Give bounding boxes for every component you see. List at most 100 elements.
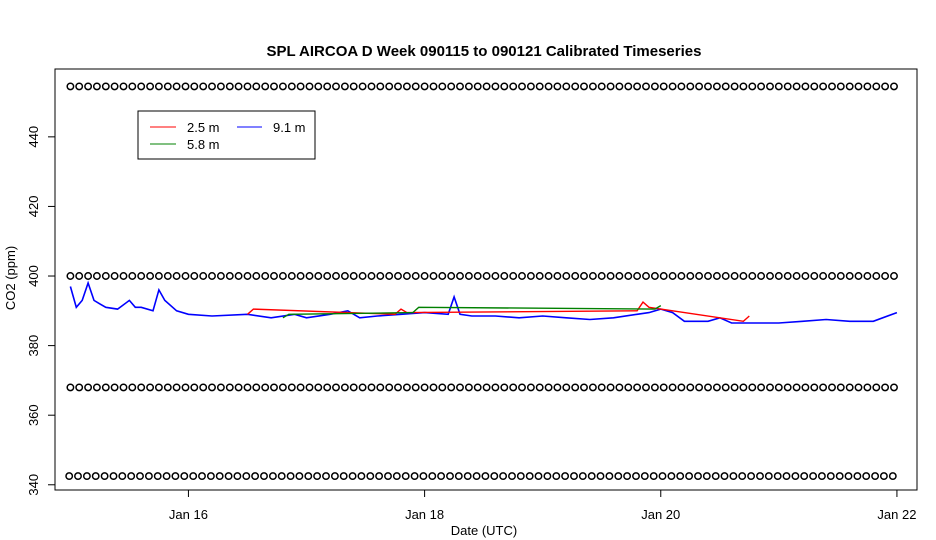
reference-marker-row2-12 xyxy=(172,383,181,392)
reference-marker-row3-88 xyxy=(844,472,853,481)
reference-marker-row2-58 xyxy=(580,383,588,392)
reference-marker-row2-14 xyxy=(190,383,199,392)
reference-marker-row0-65 xyxy=(642,82,650,91)
reference-marker-row2-39 xyxy=(411,383,420,392)
reference-marker-row0-4 xyxy=(101,82,110,91)
reference-marker-row0-68 xyxy=(668,82,677,91)
reference-marker-row0-84 xyxy=(810,82,819,91)
reference-marker-row0-47 xyxy=(482,82,491,91)
reference-marker-row2-0 xyxy=(66,383,75,392)
reference-marker-row1-88 xyxy=(845,272,854,280)
reference-marker-row3-6 xyxy=(118,472,127,481)
reference-marker-row2-83 xyxy=(801,383,810,392)
reference-marker-row3-2 xyxy=(82,472,91,481)
y-axis-label: CO2 (ppm) xyxy=(3,246,18,310)
reference-marker-row0-2 xyxy=(84,82,93,91)
reference-marker-row0-76 xyxy=(739,82,748,91)
reference-marker-row3-82 xyxy=(791,472,800,481)
reference-marker-row3-66 xyxy=(649,472,658,481)
reference-marker-row1-92 xyxy=(881,272,890,280)
reference-marker-row1-1 xyxy=(75,272,84,280)
reference-marker-row2-91 xyxy=(872,383,881,392)
reference-marker-row0-91 xyxy=(872,82,881,91)
reference-marker-row1-2 xyxy=(84,272,93,280)
reference-marker-row1-75 xyxy=(730,272,739,280)
reference-marker-row2-65 xyxy=(642,383,650,392)
reference-marker-row0-85 xyxy=(819,82,828,91)
reference-marker-row3-87 xyxy=(835,472,844,481)
reference-marker-row1-55 xyxy=(553,272,562,280)
reference-marker-row2-7 xyxy=(128,383,137,392)
reference-marker-row3-33 xyxy=(357,472,366,481)
reference-marker-row0-28 xyxy=(314,82,323,91)
reference-marker-row1-45 xyxy=(464,272,473,280)
reference-marker-row3-52 xyxy=(525,472,534,481)
reference-marker-row1-77 xyxy=(748,272,757,280)
reference-marker-row3-12 xyxy=(171,472,180,481)
legend-box xyxy=(137,110,316,160)
reference-marker-row1-9 xyxy=(146,272,155,280)
reference-marker-row0-37 xyxy=(394,82,402,91)
x-tick-label-1: Jan 18 xyxy=(405,507,444,522)
reference-marker-row0-93 xyxy=(890,82,898,91)
reference-marker-row2-48 xyxy=(491,383,500,392)
reference-marker-row2-92 xyxy=(881,383,890,392)
reference-marker-row1-21 xyxy=(252,272,261,280)
reference-marker-row2-80 xyxy=(774,383,783,392)
reference-marker-row3-23 xyxy=(268,472,277,481)
reference-marker-row1-33 xyxy=(358,272,367,280)
reference-marker-row1-24 xyxy=(278,272,287,280)
reference-marker-row3-17 xyxy=(215,472,224,481)
reference-marker-row1-23 xyxy=(270,272,278,280)
reference-marker-row2-22 xyxy=(261,383,270,392)
reference-marker-row2-36 xyxy=(385,383,394,392)
reference-marker-row0-58 xyxy=(580,82,588,91)
reference-marker-row3-11 xyxy=(162,472,171,481)
reference-marker-row1-26 xyxy=(296,272,305,280)
reference-marker-row3-1 xyxy=(74,472,82,481)
reference-marker-row1-79 xyxy=(766,272,774,280)
reference-marker-row0-74 xyxy=(721,82,730,91)
reference-marker-row2-33 xyxy=(358,383,367,392)
reference-marker-row3-84 xyxy=(809,472,818,481)
reference-marker-row1-90 xyxy=(863,272,872,280)
reference-marker-row0-64 xyxy=(633,82,642,91)
reference-marker-row3-28 xyxy=(313,472,322,481)
reference-marker-row2-19 xyxy=(234,383,243,392)
reference-marker-row1-37 xyxy=(394,272,402,280)
reference-marker-row1-35 xyxy=(376,272,385,280)
reference-marker-row0-72 xyxy=(704,82,712,91)
reference-marker-row0-15 xyxy=(199,82,208,91)
reference-marker-row3-24 xyxy=(277,472,286,481)
reference-marker-row3-19 xyxy=(233,472,242,481)
reference-marker-row0-80 xyxy=(774,82,783,91)
reference-marker-row3-46 xyxy=(472,472,481,481)
reference-marker-row1-47 xyxy=(482,272,491,280)
x-axis-label: Date (UTC) xyxy=(451,523,517,538)
reference-marker-row3-34 xyxy=(366,472,375,481)
reference-marker-row1-25 xyxy=(287,272,296,280)
reference-marker-row0-35 xyxy=(376,82,385,91)
reference-marker-row1-44 xyxy=(456,272,464,280)
reference-marker-row2-34 xyxy=(367,383,376,392)
x-tick-label-2: Jan 20 xyxy=(641,507,680,522)
reference-marker-row3-55 xyxy=(552,472,561,481)
reference-marker-row0-49 xyxy=(500,82,509,91)
reference-marker-row3-35 xyxy=(375,472,384,481)
reference-marker-row1-64 xyxy=(633,272,642,280)
reference-marker-row0-82 xyxy=(792,82,801,91)
reference-marker-row2-66 xyxy=(650,383,659,392)
reference-marker-row1-11 xyxy=(163,272,172,280)
reference-marker-row3-72 xyxy=(702,472,711,481)
reference-marker-row1-72 xyxy=(704,272,712,280)
reference-marker-row0-59 xyxy=(588,82,597,91)
reference-marker-row2-73 xyxy=(712,383,721,392)
reference-marker-row3-69 xyxy=(676,472,685,481)
reference-marker-row1-19 xyxy=(234,272,243,280)
reference-marker-row1-29 xyxy=(323,272,332,280)
reference-marker-row0-63 xyxy=(624,82,633,91)
reference-marker-row3-53 xyxy=(534,472,543,481)
reference-marker-row0-19 xyxy=(234,82,243,91)
reference-marker-row0-92 xyxy=(881,82,890,91)
